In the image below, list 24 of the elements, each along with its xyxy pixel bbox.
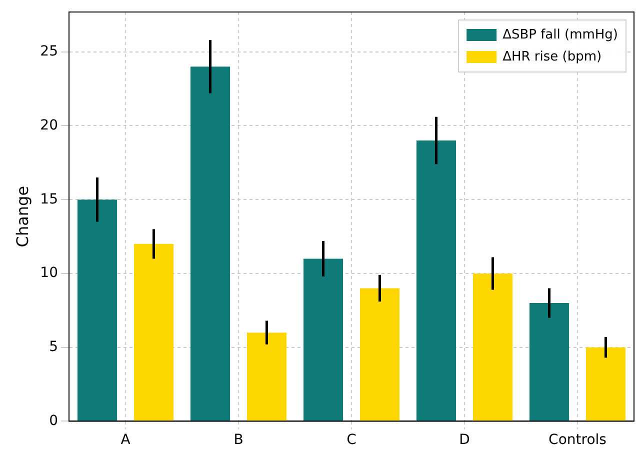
bar <box>134 244 174 421</box>
bar <box>416 140 456 421</box>
x-tick-label: B <box>234 432 244 448</box>
bar <box>190 66 230 421</box>
y-tick-label: 15 <box>40 191 58 208</box>
x-tick-label: A <box>120 432 131 448</box>
y-tick-label: 5 <box>49 338 58 355</box>
bar <box>246 332 287 421</box>
y-tick-label: 0 <box>49 412 58 429</box>
y-tick-label: 10 <box>40 265 58 282</box>
bar <box>529 303 570 421</box>
bar <box>586 347 626 421</box>
x-tick-label: D <box>459 432 470 448</box>
y-tick-label: 25 <box>40 44 58 60</box>
bar <box>303 258 344 421</box>
legend-label: ΔSBP fall (mmHg) <box>502 27 618 42</box>
bar <box>472 273 513 421</box>
bar <box>360 288 400 421</box>
legend-label: ΔHR rise (bpm) <box>502 49 602 64</box>
y-axis-title: Change <box>12 186 32 248</box>
x-tick-label: Controls <box>548 432 606 448</box>
x-tick-label: C <box>346 432 357 448</box>
y-tick-label: 20 <box>40 117 58 134</box>
bar <box>77 200 118 421</box>
